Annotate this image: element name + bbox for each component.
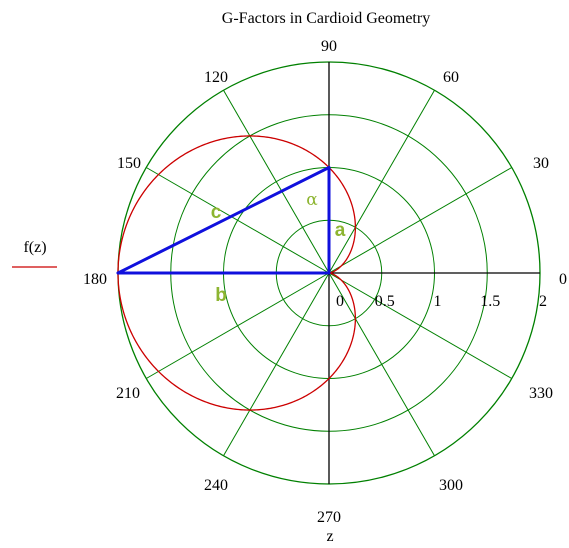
- angle-tick-label: 270: [317, 509, 341, 526]
- grid-spoke: [328, 272, 435, 456]
- grid-spoke: [146, 167, 330, 274]
- grid-spoke: [328, 167, 512, 274]
- angle-tick-label: 60: [443, 69, 459, 86]
- grid-spoke: [223, 90, 330, 274]
- angle-tick-label: 120: [204, 69, 228, 86]
- radial-tick-label: 0.5: [375, 293, 395, 310]
- radial-tick-label: 2: [539, 293, 547, 310]
- annotations: a b c α: [211, 190, 346, 306]
- segment-label-b: b: [215, 285, 227, 306]
- angle-tick-label: 180: [83, 271, 107, 288]
- angle-tick-label: 240: [204, 477, 228, 494]
- angle-alpha-label: α: [306, 190, 318, 210]
- angle-tick-label: 300: [439, 477, 463, 494]
- angle-tick-label: 30: [533, 155, 549, 172]
- segment-label-c: c: [211, 202, 222, 223]
- tick-labels: 0 30 60 90 120 150 180 210 240 270 300 330 0 0.5 1 1.5 2: [83, 38, 567, 526]
- angle-axis-label: z: [326, 528, 333, 545]
- angle-tick-label: 0: [559, 271, 567, 288]
- radial-tick-label: 1.5: [480, 293, 500, 310]
- angle-tick-label: 90: [321, 38, 337, 55]
- angle-tick-label: 150: [117, 155, 141, 172]
- legend: f(z): [12, 239, 57, 268]
- radial-tick-label: 0: [336, 293, 344, 310]
- radial-tick-label: 1: [434, 293, 442, 310]
- grid-spoke: [146, 272, 330, 379]
- plot-marks: [116, 135, 357, 411]
- segment-label-a: a: [335, 220, 346, 241]
- grid-spoke: [223, 272, 330, 456]
- angle-tick-label: 210: [116, 385, 140, 402]
- angle-tick-label: 330: [529, 385, 553, 402]
- chart-title: G-Factors in Cardioid Geometry: [222, 10, 430, 27]
- segment-c: [116, 166, 331, 275]
- grid-spoke: [328, 90, 435, 274]
- grid-spoke: [328, 272, 512, 379]
- legend-label: f(z): [23, 239, 46, 256]
